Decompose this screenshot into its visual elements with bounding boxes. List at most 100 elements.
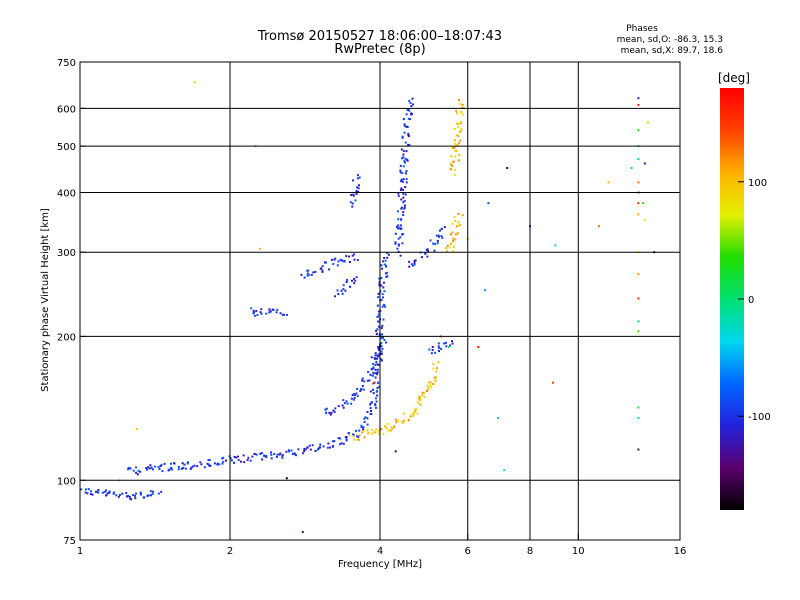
data-point bbox=[459, 130, 462, 132]
data-point bbox=[285, 450, 288, 453]
data-point bbox=[376, 387, 379, 389]
data-point bbox=[450, 155, 453, 158]
data-point bbox=[380, 337, 383, 340]
data-point bbox=[456, 112, 458, 115]
data-point bbox=[451, 164, 454, 167]
data-point bbox=[437, 235, 440, 238]
data-point bbox=[319, 443, 322, 446]
data-point bbox=[372, 388, 374, 391]
data-point bbox=[403, 160, 406, 163]
data-point bbox=[353, 253, 356, 256]
data-point bbox=[381, 324, 384, 327]
data-point bbox=[132, 494, 135, 496]
data-point bbox=[154, 465, 157, 468]
data-point bbox=[341, 292, 344, 295]
data-point bbox=[383, 257, 386, 259]
data-point bbox=[252, 312, 255, 315]
data-point bbox=[449, 168, 452, 171]
data-point bbox=[402, 156, 405, 159]
data-point bbox=[329, 413, 332, 416]
data-point bbox=[503, 469, 506, 472]
data-point bbox=[145, 467, 148, 469]
data-point bbox=[167, 469, 170, 472]
data-point bbox=[327, 442, 330, 445]
data-point bbox=[103, 490, 106, 493]
data-point bbox=[265, 455, 268, 457]
data-point bbox=[80, 488, 83, 491]
data-point bbox=[376, 354, 379, 357]
data-point bbox=[276, 453, 279, 456]
data-point bbox=[370, 368, 373, 371]
data-point bbox=[380, 298, 383, 301]
data-point bbox=[411, 264, 414, 267]
data-point bbox=[412, 414, 415, 417]
data-point bbox=[380, 428, 383, 431]
data-point bbox=[377, 292, 380, 295]
data-point bbox=[355, 190, 358, 193]
data-point bbox=[306, 274, 309, 277]
data-point bbox=[395, 421, 398, 424]
data-point bbox=[236, 455, 239, 458]
data-point bbox=[400, 227, 403, 230]
data-point bbox=[461, 214, 464, 217]
data-point bbox=[369, 407, 372, 410]
data-point bbox=[160, 463, 163, 466]
data-point bbox=[347, 432, 350, 435]
data-point bbox=[364, 416, 367, 419]
data-point bbox=[405, 178, 408, 181]
data-point bbox=[339, 443, 341, 446]
data-point bbox=[432, 363, 435, 365]
data-point bbox=[318, 446, 321, 449]
data-point bbox=[324, 408, 327, 411]
colorbar-tick-label: 100 bbox=[748, 178, 767, 189]
data-point bbox=[233, 461, 236, 464]
data-point bbox=[440, 235, 443, 238]
data-point bbox=[432, 383, 435, 385]
data-point bbox=[404, 186, 407, 188]
data-point bbox=[377, 348, 380, 351]
data-point bbox=[398, 244, 400, 247]
data-point bbox=[384, 305, 387, 308]
data-point bbox=[251, 455, 254, 458]
data-point bbox=[453, 128, 456, 130]
data-point bbox=[337, 293, 340, 296]
data-point bbox=[281, 456, 284, 459]
data-point bbox=[361, 431, 364, 434]
data-point bbox=[265, 312, 268, 315]
data-point bbox=[437, 361, 440, 364]
data-point bbox=[170, 466, 173, 469]
data-point bbox=[361, 379, 364, 382]
data-point bbox=[453, 142, 456, 145]
data-point bbox=[642, 202, 645, 205]
data-point bbox=[355, 429, 357, 432]
data-point bbox=[352, 179, 355, 182]
stats-label: Phases bbox=[626, 24, 658, 34]
data-point bbox=[173, 462, 176, 465]
data-point bbox=[554, 244, 557, 247]
data-point bbox=[437, 345, 440, 348]
data-point bbox=[125, 495, 128, 498]
data-point bbox=[286, 313, 288, 316]
data-point bbox=[458, 99, 461, 102]
data-point bbox=[399, 236, 402, 239]
data-point bbox=[458, 154, 461, 156]
data-point bbox=[457, 123, 460, 125]
data-points bbox=[80, 81, 656, 533]
data-point bbox=[377, 296, 380, 299]
data-point bbox=[381, 293, 384, 296]
data-point bbox=[378, 277, 381, 280]
data-point bbox=[458, 102, 461, 105]
data-point bbox=[484, 289, 487, 292]
data-point bbox=[282, 313, 285, 316]
data-point bbox=[427, 387, 430, 389]
data-point bbox=[394, 241, 397, 244]
data-point bbox=[331, 440, 334, 443]
data-point bbox=[377, 355, 380, 358]
data-point bbox=[402, 214, 405, 216]
data-point bbox=[177, 468, 180, 471]
data-point bbox=[366, 417, 369, 420]
data-point bbox=[352, 433, 355, 436]
data-point bbox=[445, 345, 448, 348]
data-point bbox=[345, 281, 348, 283]
